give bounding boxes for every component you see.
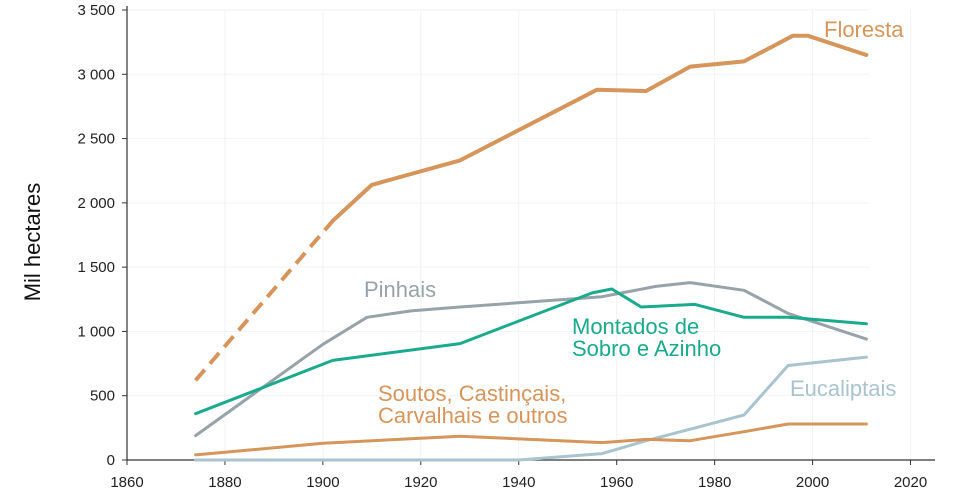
- series-label-floresta: Floresta: [824, 17, 904, 42]
- series-line-pinhais: [194, 281, 868, 438]
- series-line-floresta: [330, 33, 869, 223]
- x-tick-label: 1980: [698, 474, 731, 491]
- y-tick-label: 1 500: [77, 259, 115, 276]
- y-axis-label: Mil hectares: [20, 183, 45, 302]
- x-tick-label: 1940: [502, 474, 535, 491]
- series-label-soutos-castincais-carvalhais-e-outros: Soutos, Castinçais, Carvalhais e outros: [378, 381, 568, 428]
- y-tick-label: 3 500: [77, 2, 115, 19]
- y-tick-label: 2 500: [77, 131, 115, 148]
- series-label-montados-de-sobro-e-azinho: Montados de Sobro e Azinho: [572, 314, 721, 361]
- series-labels: Floresta Pinhais Montados de Sobro e Azinho…: [364, 17, 904, 428]
- series-label-eucaliptais: Eucaliptais: [790, 376, 896, 401]
- x-tick-label: 1920: [404, 474, 437, 491]
- series-line-montados-de-sobro-e-azinho: [194, 287, 868, 416]
- y-tick-label: 2 000: [77, 195, 115, 212]
- y-tick-label: 1 000: [77, 323, 115, 340]
- series-line-eucaliptais: [194, 355, 868, 462]
- series-line-soutos-castincais-carvalhais-e-outros: [194, 422, 868, 457]
- y-tick-label: 3 000: [77, 66, 115, 83]
- y-tick-label: 0: [107, 452, 115, 469]
- series-lines: [194, 33, 869, 462]
- y-tick-label: 500: [90, 388, 115, 405]
- x-tick-label: 2000: [796, 474, 829, 491]
- x-tick-label: 1900: [306, 474, 339, 491]
- x-tick-label: 2020: [894, 474, 927, 491]
- x-tick-label: 1880: [208, 474, 241, 491]
- x-tick-label: 1960: [600, 474, 633, 491]
- x-tick-label: 1860: [110, 474, 143, 491]
- series-line-floresta-estimate: [194, 219, 335, 382]
- series-label-pinhais: Pinhais: [364, 277, 436, 302]
